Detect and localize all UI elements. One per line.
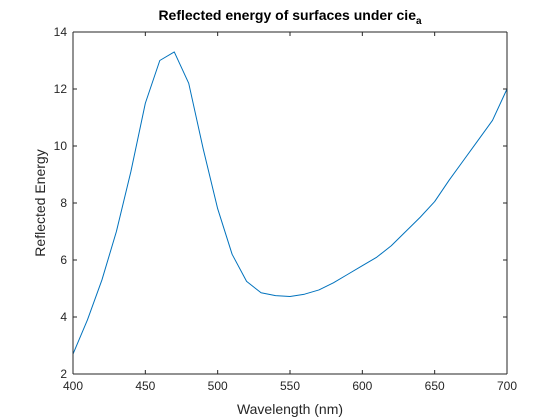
- y-tick-label: 2: [60, 367, 67, 381]
- y-tick-label: 12: [54, 82, 68, 96]
- x-tick-label: 500: [208, 379, 228, 393]
- x-tick-label: 650: [425, 379, 445, 393]
- chart-title: Reflected energy of surfaces under ciea: [158, 7, 422, 27]
- y-tick-label: 14: [54, 25, 68, 39]
- chart-title-subscript: a: [416, 16, 422, 27]
- x-tick-label: 400: [63, 379, 83, 393]
- series-line: [72, 51, 508, 355]
- y-tick-label: 6: [60, 253, 67, 267]
- y-tick-label: 8: [60, 196, 67, 210]
- plot-area: [73, 32, 507, 374]
- y-axis-label: Reflected Energy: [32, 149, 48, 256]
- x-tick-label: 550: [280, 379, 300, 393]
- x-axis-label: Wavelength (nm): [237, 401, 343, 417]
- y-tick-label: 10: [54, 139, 68, 153]
- chart-title-main: Reflected energy of surfaces under cie: [158, 7, 416, 23]
- x-tick-label: 450: [135, 379, 155, 393]
- series-group: [72, 51, 508, 355]
- tick-labels-group: 400 450 500 550 600 650 700 2 4 6 8 10 12 14: [54, 25, 518, 393]
- x-tick-label: 600: [352, 379, 372, 393]
- y-tick-label: 4: [60, 310, 67, 324]
- x-tick-label: 700: [497, 379, 517, 393]
